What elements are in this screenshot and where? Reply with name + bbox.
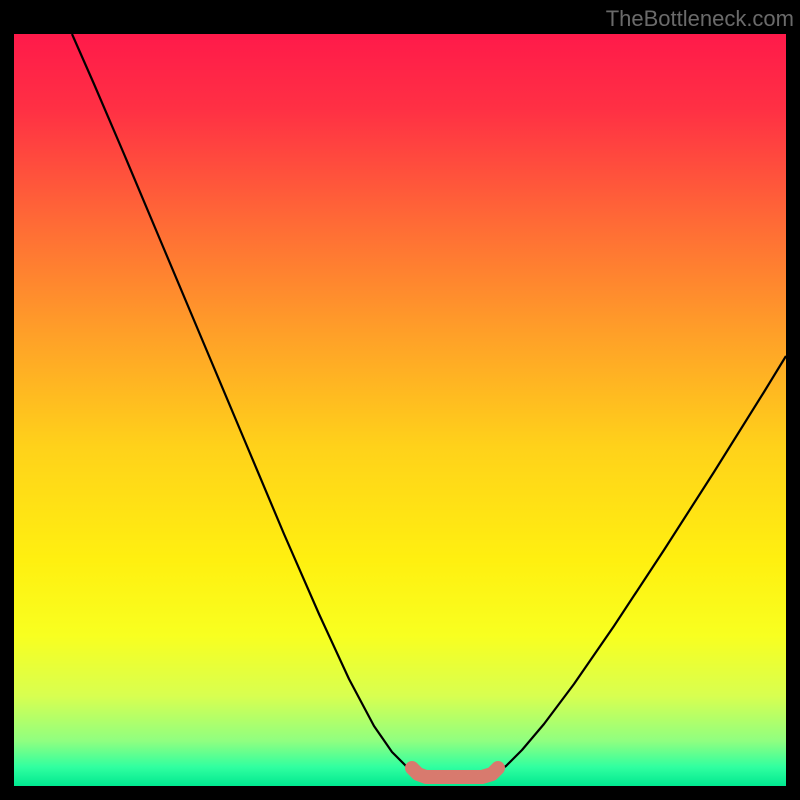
curve-layer — [14, 34, 786, 786]
bottleneck-curve — [72, 34, 786, 774]
watermark-text: TheBottleneck.com — [606, 6, 794, 32]
plot-area — [14, 34, 786, 786]
valley-highlight — [412, 768, 498, 777]
